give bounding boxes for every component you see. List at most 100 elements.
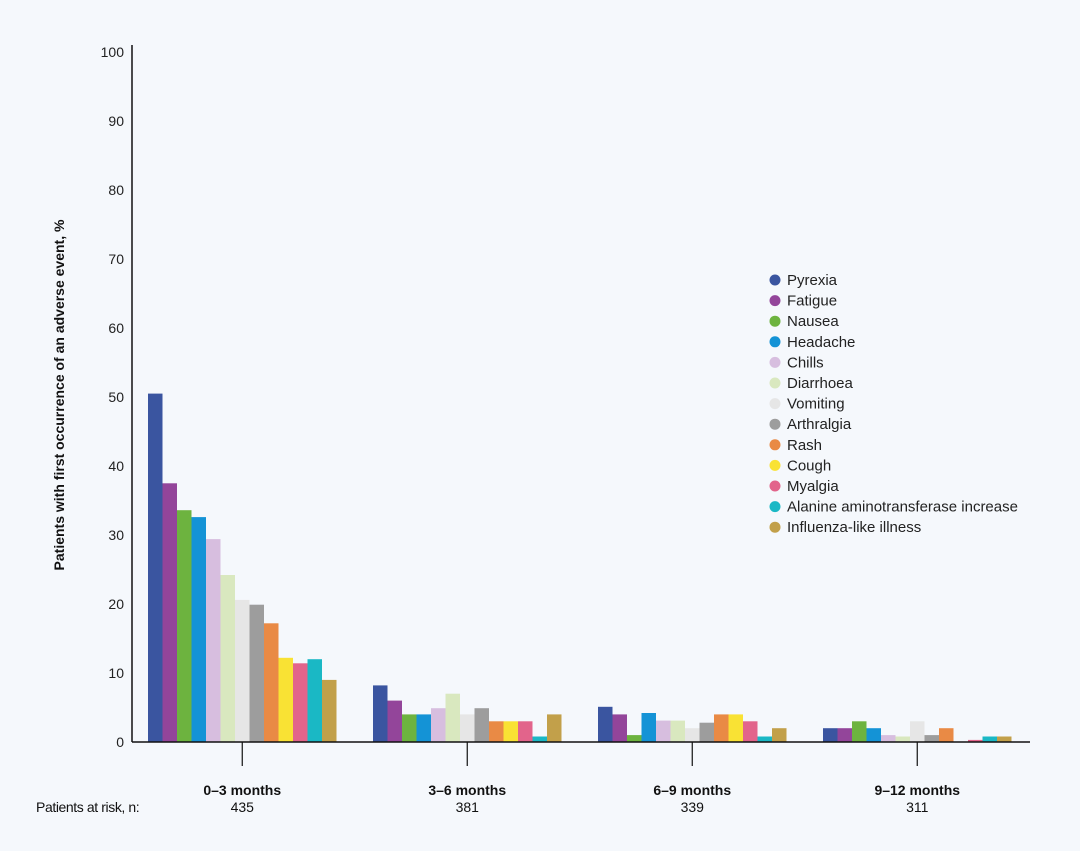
legend-marker [769, 480, 781, 492]
bar [307, 659, 322, 742]
bar [278, 657, 293, 742]
legend-marker [769, 439, 781, 451]
bar [598, 706, 613, 742]
bar [235, 599, 250, 742]
y-axis-ticks: 0 10 20 30 40 50 60 70 80 90 100 [101, 44, 125, 750]
legend-marker [769, 274, 781, 286]
bar [881, 735, 896, 742]
legend-label: Diarrhoea [787, 375, 854, 392]
legend-label: Influenza-like illness [787, 519, 921, 536]
bar-group [148, 393, 1012, 743]
bar [293, 663, 308, 742]
y-axis-label: Patients with first occurrence of an adv… [51, 219, 67, 570]
bar [656, 720, 671, 742]
bar [177, 510, 192, 742]
bar [823, 728, 838, 742]
bar [518, 721, 533, 742]
bar [910, 721, 925, 742]
legend-marker [769, 336, 781, 348]
bar [460, 714, 475, 742]
bar [924, 735, 939, 742]
bar [895, 736, 910, 742]
legend-marker [769, 377, 781, 389]
legend-marker [769, 295, 781, 307]
patients-at-risk-value: 381 [456, 799, 480, 815]
legend-marker [769, 459, 781, 471]
bar [772, 728, 787, 742]
bar [532, 736, 547, 742]
legend-label: Nausea [787, 313, 839, 330]
y-tick-label: 0 [116, 734, 124, 750]
patients-at-risk-value: 435 [231, 799, 255, 815]
bar [866, 728, 881, 742]
y-tick-label: 60 [108, 320, 124, 336]
legend: Pyrexia Fatigue Nausea Headache Chills Diarrh… [769, 272, 1018, 536]
bar [685, 728, 700, 742]
bar [939, 728, 954, 742]
y-tick-label: 90 [108, 113, 124, 129]
patients-at-risk-value: 311 [906, 799, 929, 815]
y-tick-label: 20 [108, 596, 124, 612]
bar [264, 623, 279, 742]
legend-marker [769, 356, 781, 368]
y-tick-label: 40 [108, 458, 124, 474]
legend-marker [769, 501, 781, 513]
legend-label: Fatigue [787, 293, 837, 310]
bar [670, 720, 685, 742]
y-tick-label: 50 [108, 389, 124, 405]
bar [547, 714, 562, 742]
bar [402, 714, 417, 742]
bar [162, 483, 177, 743]
legend-label: Alanine aminotransferase increase [787, 499, 1018, 516]
bar [148, 393, 163, 742]
x-category-label: 3–6 months [428, 782, 506, 798]
bar [627, 735, 642, 742]
bar [982, 736, 997, 742]
legend-marker [769, 418, 781, 430]
bar [206, 539, 221, 742]
legend-label: Headache [787, 334, 855, 351]
bar [445, 693, 460, 742]
y-tick-label: 10 [108, 665, 124, 681]
bar [249, 604, 264, 742]
bar [757, 736, 772, 742]
y-tick-label: 30 [108, 527, 124, 543]
bar [743, 721, 758, 742]
legend-marker [769, 521, 781, 533]
bar [612, 714, 627, 742]
legend-label: Arthralgia [787, 416, 852, 433]
bar [852, 721, 867, 742]
y-tick-label: 100 [101, 44, 125, 60]
bar [416, 714, 431, 742]
legend-label: Chills [787, 354, 824, 371]
legend-marker [769, 315, 781, 327]
bar [997, 736, 1012, 742]
bar [489, 721, 504, 742]
legend-label: Rash [787, 437, 822, 454]
bar [220, 575, 235, 742]
bar [474, 708, 489, 742]
bar [837, 728, 852, 742]
bar [641, 713, 656, 742]
bar [387, 700, 402, 742]
x-category-label: 0–3 months [203, 782, 281, 798]
legend-marker [769, 398, 781, 410]
legend-label: Myalgia [787, 478, 839, 495]
bar [728, 714, 743, 742]
y-tick-label: 70 [108, 251, 124, 267]
bar [322, 679, 337, 742]
bar [191, 517, 206, 742]
bar [968, 739, 983, 742]
bar [373, 685, 388, 742]
x-category-label: 6–9 months [653, 782, 731, 798]
patients-at-risk-value: 339 [681, 799, 705, 815]
patients-at-risk-label: Patients at risk, n: [36, 799, 139, 815]
bar [503, 721, 518, 742]
x-category-label: 9–12 months [874, 782, 960, 798]
legend-label: Vomiting [787, 396, 845, 413]
legend-label: Pyrexia [787, 272, 838, 289]
legend-label: Cough [787, 457, 831, 474]
bar [699, 722, 714, 742]
